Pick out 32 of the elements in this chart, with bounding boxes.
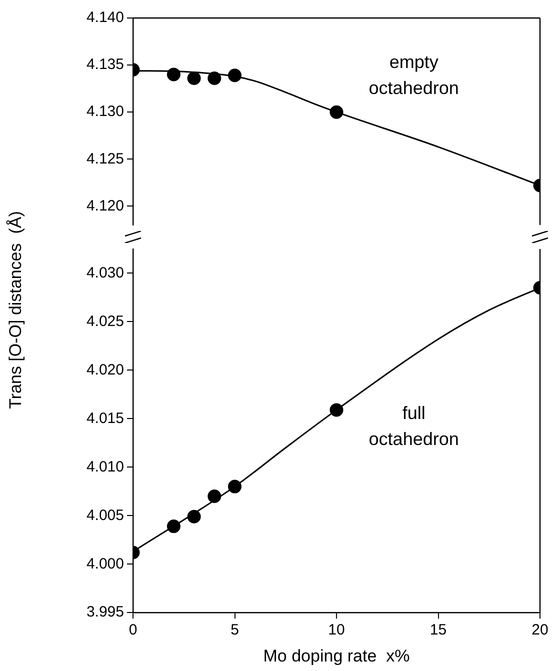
- y-tick-label: 4.120: [86, 197, 124, 214]
- x-tick-label: 5: [230, 622, 239, 639]
- point: [208, 490, 222, 503]
- y-axis-title: Trans [O-O] distances (Å): [6, 211, 26, 409]
- point: [187, 71, 201, 85]
- x-axis-title: Mo doping rate x%: [263, 646, 410, 666]
- point: [228, 68, 242, 82]
- y-tick-label: 4.000: [86, 555, 124, 572]
- y-tick-label: 4.025: [86, 312, 124, 330]
- y-tick-label: 4.135: [86, 56, 124, 74]
- y-tick-label: 4.130: [86, 103, 124, 120]
- x-tick-label: 0: [128, 622, 138, 639]
- point: [330, 105, 344, 119]
- point: [187, 510, 201, 524]
- point: [166, 520, 180, 534]
- y-tick-label: 4.005: [86, 506, 124, 524]
- y-tick-label: 4.010: [86, 458, 124, 476]
- y-tick-label: 4.125: [86, 150, 124, 168]
- annotation: full octahedron: [368, 403, 459, 450]
- x-tick-label: 15: [430, 622, 447, 639]
- x-tick-label: 10: [328, 622, 345, 639]
- y-tick-label: 4.140: [86, 9, 124, 26]
- y-tick-label: 4.030: [86, 264, 124, 282]
- annotation: empty octahedron: [368, 52, 459, 98]
- y-tick-label: 3.995: [86, 604, 124, 621]
- point: [208, 71, 222, 85]
- y-tick-label: 4.015: [86, 410, 124, 427]
- point: [166, 68, 180, 82]
- x-tick-label: 20: [532, 622, 548, 639]
- point: [228, 480, 242, 494]
- y-tick-label: 4.020: [86, 361, 124, 378]
- point: [330, 403, 344, 417]
